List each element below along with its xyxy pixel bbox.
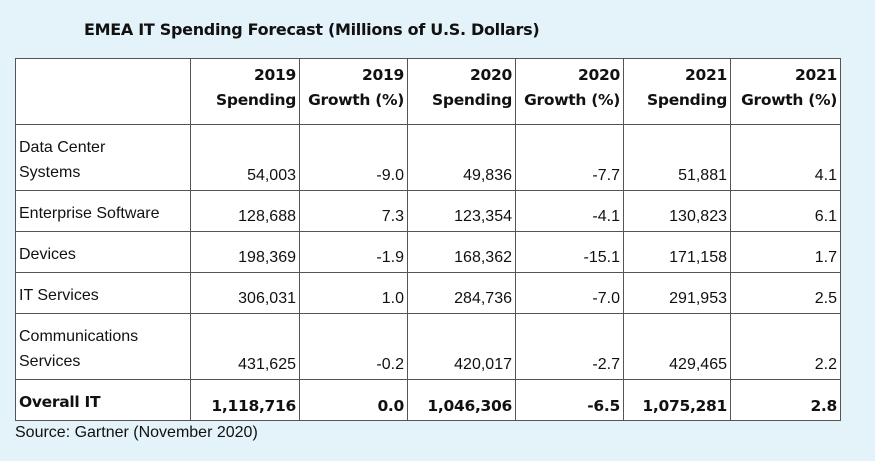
table-row-overall-it: Overall IT 1,118,716 0.0 1,046,306 -6.5 … [15,379,841,421]
row-label-cell: IT Services [15,272,191,314]
row-label-line: Communications [19,328,139,345]
table-cell: 130,823 [623,190,731,232]
header-cell-2020-growth: 2020 Growth (%) [515,58,624,125]
row-label-cell: Devices [15,231,191,273]
table-cell: 306,031 [190,272,300,314]
header-cell-2019-spending: 2019 Spending [190,58,300,125]
row-label-line: Services [19,353,81,370]
row-label-line: Devices [19,246,76,263]
table-cell: 429,465 [623,313,731,380]
table-cell: 168,362 [407,231,516,273]
table-cell: 1.7 [730,231,841,273]
table-cell: 171,158 [623,231,731,273]
table-cell: 420,017 [407,313,516,380]
header-cell-2021-growth: 2021 Growth (%) [730,58,841,125]
table-cell: 128,688 [190,190,300,232]
table-cell: 7.3 [299,190,408,232]
table-cell: -1.9 [299,231,408,273]
header-metric: Spending [216,91,296,109]
table-cell: 54,003 [190,124,300,191]
table-cell: 4.1 [730,124,841,191]
header-metric: Growth (%) [308,91,404,109]
table-cell: 1.0 [299,272,408,314]
table-cell: 291,953 [623,272,731,314]
table-row-communications-services: Communications Services 431,625 -0.2 420… [15,313,841,380]
table-title: EMEA IT Spending Forecast (Millions of U… [84,20,540,39]
header-cell-2019-growth: 2019 Growth (%) [299,58,408,125]
header-cell-2021-spending: 2021 Spending [623,58,731,125]
total-cell: 2.8 [730,379,841,421]
table-cell: -7.0 [515,272,624,314]
total-cell: -6.5 [515,379,624,421]
row-label-cell: Communications Services [15,313,191,380]
header-metric: Spending [432,91,512,109]
row-label-cell: Data Center Systems [15,124,191,191]
table-cell: 6.1 [730,190,841,232]
spending-table: 2019 Spending 2019 Growth (%) 2020 Spend… [15,58,841,421]
header-year: 2021 [795,66,837,84]
table-cell: -15.1 [515,231,624,273]
header-corner-cell [15,58,191,125]
source-note: Source: Gartner (November 2020) [15,424,258,441]
row-label-line: Systems [19,164,81,181]
table-cell: 198,369 [190,231,300,273]
table-cell: 2.5 [730,272,841,314]
table-cell: 123,354 [407,190,516,232]
table-cell: -4.1 [515,190,624,232]
table-cell: 51,881 [623,124,731,191]
header-year: 2020 [578,66,620,84]
total-cell: 1,046,306 [407,379,516,421]
row-label-line: Data Center [19,139,106,156]
header-metric: Growth (%) [741,91,837,109]
table-row-devices: Devices 198,369 -1.9 168,362 -15.1 171,1… [15,231,841,273]
table-cell: -9.0 [299,124,408,191]
row-label-line: Enterprise Software [19,205,160,222]
header-row: 2019 Spending 2019 Growth (%) 2020 Spend… [15,58,841,125]
table-cell: 431,625 [190,313,300,380]
table-body: Data Center Systems 54,003 -9.0 49,836 -… [15,124,841,421]
table-header: 2019 Spending 2019 Growth (%) 2020 Spend… [15,58,841,125]
table-row-data-center-systems: Data Center Systems 54,003 -9.0 49,836 -… [15,124,841,191]
header-year: 2021 [685,66,727,84]
row-label-line: IT Services [19,287,99,304]
table-cell: 284,736 [407,272,516,314]
total-cell: 0.0 [299,379,408,421]
table-row-it-services: IT Services 306,031 1.0 284,736 -7.0 291… [15,272,841,314]
header-cell-2020-spending: 2020 Spending [407,58,516,125]
row-label-cell: Enterprise Software [15,190,191,232]
table-cell: -7.7 [515,124,624,191]
total-cell: 1,118,716 [190,379,300,421]
table-cell: 2.2 [730,313,841,380]
header-metric: Spending [647,91,727,109]
header-year: 2020 [470,66,512,84]
header-year: 2019 [254,66,296,84]
table-cell: -2.7 [515,313,624,380]
header-metric: Growth (%) [524,91,620,109]
table-cell: 49,836 [407,124,516,191]
table-cell: -0.2 [299,313,408,380]
header-year: 2019 [362,66,404,84]
total-cell: 1,075,281 [623,379,731,421]
table-row-enterprise-software: Enterprise Software 128,688 7.3 123,354 … [15,190,841,232]
total-label-cell: Overall IT [15,379,191,421]
